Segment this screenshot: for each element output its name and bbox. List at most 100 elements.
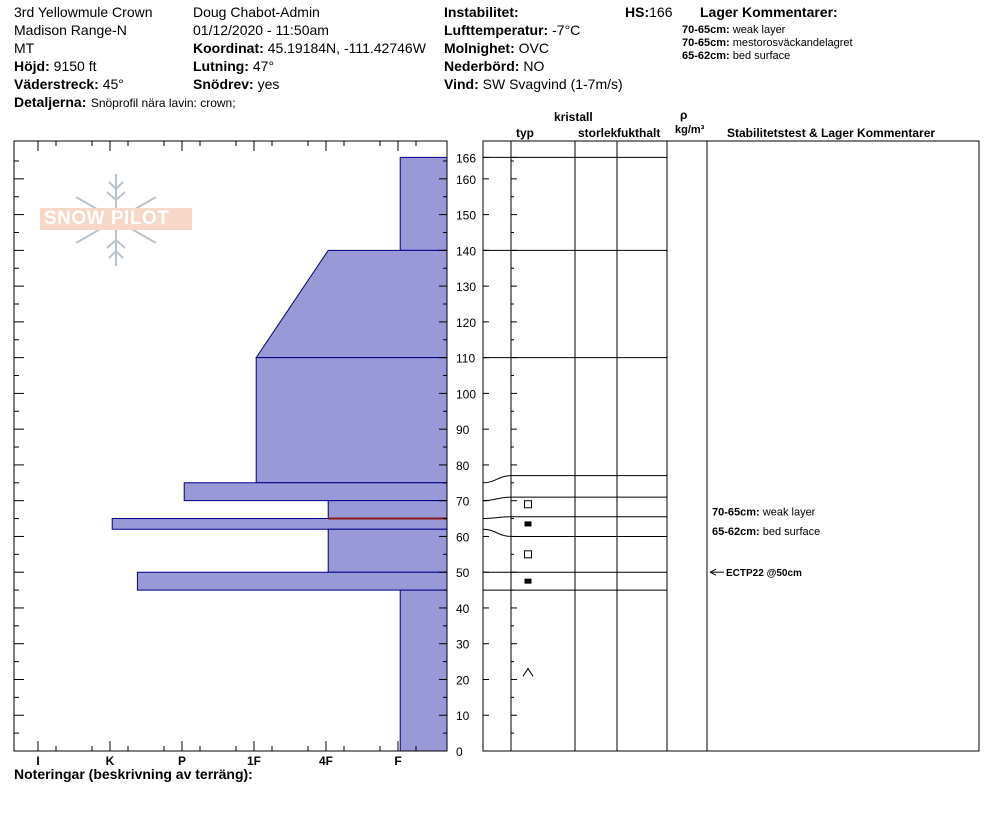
snowpilot-logo: SNOW PILOT xyxy=(38,170,198,270)
hardness-layer xyxy=(136,571,448,591)
slope: Lutning: 47° xyxy=(193,58,274,74)
state-name: MT xyxy=(14,40,35,56)
profile-grid-frame xyxy=(482,140,980,752)
hardness-layer xyxy=(399,156,448,251)
air-temperature-label: Lufttemperatur: xyxy=(444,22,549,38)
elevation-label: Höjd: xyxy=(14,58,50,74)
datetime: 01/12/2020 - 11:50am xyxy=(193,22,329,38)
height-label: 20 xyxy=(456,673,470,687)
boundary-connector xyxy=(482,496,512,502)
details: Detaljerna: Snöprofil nära lavin: crown; xyxy=(14,94,236,112)
instability: Instabilitet: xyxy=(444,4,519,20)
height-label: 100 xyxy=(456,387,476,401)
rho-header: ρ xyxy=(680,108,688,122)
aspect-label: Väderstreck: xyxy=(14,76,99,92)
hardness-layer xyxy=(255,249,448,359)
sky-cover-label: Molnighet: xyxy=(444,40,515,56)
depth-hoar-icon xyxy=(524,521,532,527)
height-label: 120 xyxy=(456,316,476,330)
blowing-snow: Snödrev: yes xyxy=(193,76,279,92)
size-header: storlek xyxy=(578,126,618,140)
height-label: 50 xyxy=(456,566,470,580)
layer-comment-range: 70-65cm: xyxy=(682,24,730,36)
height-label: 30 xyxy=(456,638,470,652)
range-name: Madison Range-N xyxy=(14,22,127,38)
wind: Vind: SW Svagvind (1-7m/s) xyxy=(444,76,623,92)
precipitation-particle-icon xyxy=(522,667,534,677)
precipitation: Nederbörd: NO xyxy=(444,58,544,74)
stability-test-label: ECTP22 @50cm xyxy=(726,568,802,579)
height-label: 80 xyxy=(456,459,470,473)
height-label: 90 xyxy=(456,423,470,437)
logo-text: SNOW PILOT xyxy=(44,208,170,229)
air-temperature-value: -7°C xyxy=(552,22,581,38)
annotation-text: weak layer xyxy=(762,506,816,518)
depth-hoar-icon xyxy=(524,578,532,584)
moisture-header: fukthalt xyxy=(617,126,661,140)
layer-comments-title: Lager Kommentarer: xyxy=(700,4,838,20)
sky-cover-value: OVC xyxy=(518,40,549,56)
coordinates: Koordinat: 45.19184N, -111.42746W xyxy=(193,40,426,56)
annotation-range: 65-62cm: xyxy=(712,526,763,538)
site-name: 3rd Yellowmule Crown xyxy=(14,4,153,20)
snow-height-value: 166 xyxy=(649,4,673,20)
density-header: kg/m³ xyxy=(675,124,705,136)
height-label: 110 xyxy=(456,352,475,366)
layer-comment: 65-62cm: bed surface xyxy=(682,50,790,62)
stability-header: Stabilitetstest & Lager Kommentarer xyxy=(727,126,936,140)
snow-height-label: HS: xyxy=(625,4,650,20)
air-temperature: Lufttemperatur: -7°C xyxy=(444,22,580,38)
layer-comment: 70-65cm: weak layer xyxy=(682,24,785,36)
snow-height: HS:166 xyxy=(625,4,672,20)
annotation-text: bed surface xyxy=(763,526,820,538)
sky-cover: Molnighet: OVC xyxy=(444,40,549,56)
blowing-snow-label: Snödrev: xyxy=(193,76,254,92)
aspect-value: 45° xyxy=(102,76,124,92)
elevation-value: 9150 ft xyxy=(53,58,97,74)
slope-label: Lutning: xyxy=(193,58,249,74)
height-label: 10 xyxy=(456,709,470,723)
hardness-layer xyxy=(327,528,448,573)
height-label: 166 xyxy=(456,151,476,165)
layer-comment-range: 70-65cm: xyxy=(682,37,730,49)
layer-comment-text: mestorosväckandelagret xyxy=(732,37,853,49)
precipitation-label: Nederbörd: xyxy=(444,58,520,74)
hardness-plot-frame xyxy=(13,140,448,752)
height-label: 160 xyxy=(456,173,476,187)
coordinates-value: 45.19184N, -111.42746W xyxy=(267,40,426,56)
hardness-layer xyxy=(255,357,448,484)
wind-value: SW Svagvind (1-7m/s) xyxy=(482,76,623,92)
wind-label: Vind: xyxy=(444,76,479,92)
details-value: Snöprofil nära lavin: crown; xyxy=(90,96,236,110)
details-label: Detaljerna: xyxy=(14,94,87,110)
boundary-connector xyxy=(482,516,512,520)
annotation-range: 70-65cm: xyxy=(712,506,763,518)
typ-header: typ xyxy=(516,126,534,140)
hardness-label: F xyxy=(394,754,401,768)
precipitation-value: NO xyxy=(523,58,545,74)
crystal-header: kristall xyxy=(554,110,593,124)
hardness-layer xyxy=(183,482,448,502)
boundary-connector xyxy=(482,528,512,537)
aspect: Väderstreck: 45° xyxy=(14,76,124,92)
faceted-grain-icon xyxy=(524,500,532,509)
layer-comment-range: 65-62cm: xyxy=(682,50,730,62)
height-label: 140 xyxy=(456,244,476,258)
arrow-head-icon xyxy=(709,568,717,576)
instability-label: Instabilitet: xyxy=(444,4,519,20)
slope-value: 47° xyxy=(252,58,275,74)
layer-annotation: 70-65cm: weak layer xyxy=(712,506,816,518)
elevation: Höjd: 9150 ft xyxy=(14,58,96,74)
height-label: 40 xyxy=(456,602,470,616)
layer-annotation: 65-62cm: bed surface xyxy=(712,526,820,538)
hardness-layer xyxy=(399,589,448,752)
observer: Doug Chabot-Admin xyxy=(193,4,320,20)
height-label: 0 xyxy=(456,745,463,759)
hardness-label: 4F xyxy=(319,754,333,768)
height-label: 70 xyxy=(456,495,470,509)
layer-comment-text: weak layer xyxy=(732,24,786,36)
layer-comment: 70-65cm: mestorosväckandelagret xyxy=(682,37,853,49)
hardness-label: 1F xyxy=(247,754,261,768)
height-label: 130 xyxy=(456,280,476,294)
